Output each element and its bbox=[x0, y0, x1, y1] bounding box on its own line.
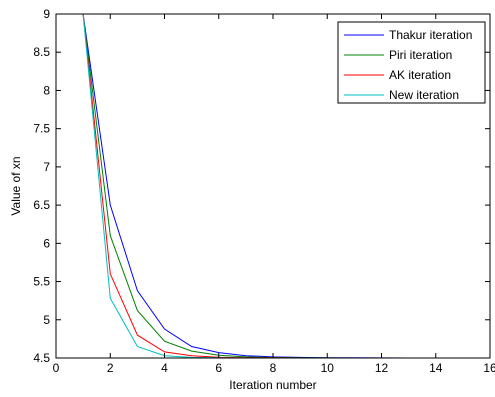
x-tick-label: 6 bbox=[215, 361, 222, 375]
x-tick-label: 4 bbox=[161, 361, 168, 375]
x-tick-label: 14 bbox=[429, 361, 443, 375]
y-axis-label: Value of xn bbox=[9, 156, 23, 215]
ticks-layer: 0 2 4 6 8 10 12 14 16 4.5 5 5.5 6 6.5 7 7.5 8 8.5 9 bbox=[33, 7, 495, 375]
y-tick-label: 8 bbox=[43, 83, 50, 97]
x-tick-label: 0 bbox=[53, 361, 60, 375]
y-tick-label: 7 bbox=[43, 160, 50, 174]
legend-label: New iteration bbox=[389, 88, 459, 102]
y-tick-label: 8.5 bbox=[33, 45, 50, 59]
legend-items: Thakur iteration Piri iteration AK iterati… bbox=[344, 28, 472, 102]
y-tick-label: 4.5 bbox=[33, 351, 50, 365]
x-tick-label: 8 bbox=[270, 361, 277, 375]
y-tick-label: 5.5 bbox=[33, 275, 50, 289]
y-tick-label: 5 bbox=[43, 313, 50, 327]
x-axis-label: Iteration number bbox=[229, 378, 316, 392]
x-tick-label: 16 bbox=[483, 361, 495, 375]
y-tick-label: 9 bbox=[43, 7, 50, 21]
legend-label: Thakur iteration bbox=[389, 28, 472, 42]
x-tick-label: 2 bbox=[107, 361, 114, 375]
y-tick-label: 6 bbox=[43, 236, 50, 250]
legend-label: Piri iteration bbox=[389, 48, 452, 62]
legend: Thakur iteration Piri iteration AK iterati… bbox=[337, 21, 486, 104]
x-tick-label: 12 bbox=[375, 361, 389, 375]
x-tick-label: 10 bbox=[321, 361, 335, 375]
y-tick-label: 7.5 bbox=[33, 122, 50, 136]
legend-label: AK iteration bbox=[389, 68, 451, 82]
y-tick-label: 6.5 bbox=[33, 198, 50, 212]
